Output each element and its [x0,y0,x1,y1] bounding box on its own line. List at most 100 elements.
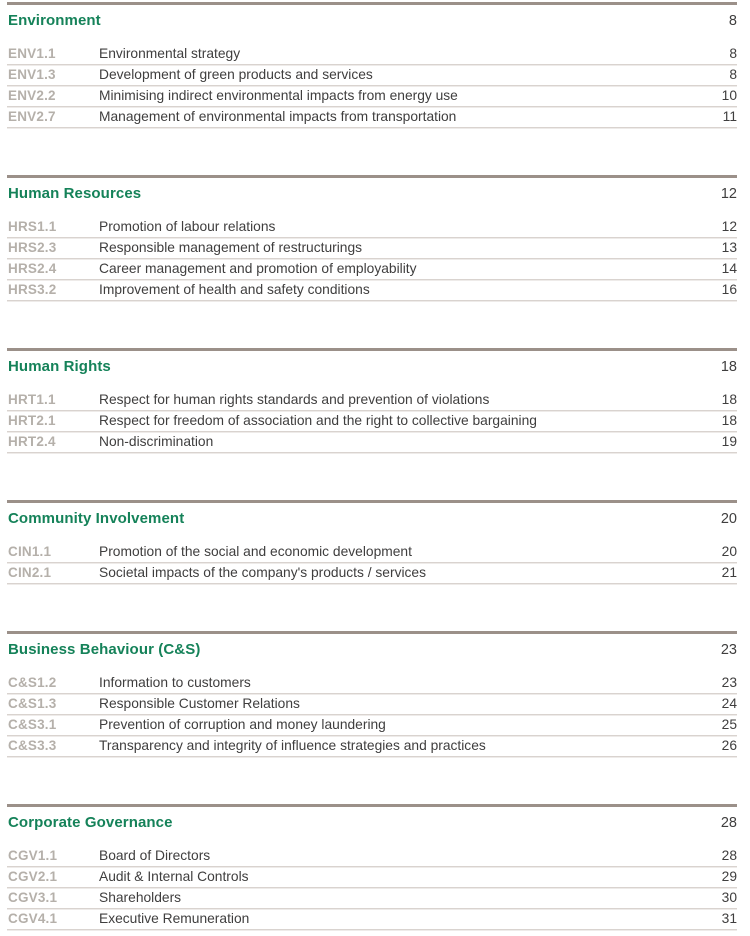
section-header: Environment 8 [7,11,737,31]
entry-code: ENV1.1 [8,46,56,61]
toc-entry-row[interactable]: C&S3.3 Transparency and integrity of inf… [7,736,737,757]
entry-page-number: 10 [721,88,737,103]
entry-code: HRS2.3 [8,240,57,255]
toc-entry-row[interactable]: CGV3.1 Shareholders 30 [7,888,737,909]
entry-title: Executive Remuneration [99,911,250,926]
section-title: Human Rights [8,358,111,375]
section-page-number: 18 [720,359,737,375]
entry-title: Management of environmental impacts from… [99,109,457,124]
entry-page-number: 26 [721,738,737,753]
entry-page-number: 29 [721,869,737,884]
entry-code: ENV1.3 [8,67,56,82]
entry-page-number: 24 [721,696,737,711]
section-entries: HRT1.1 Respect for human rights standard… [7,390,737,453]
entry-title: Information to customers [99,675,251,690]
toc-entry-row[interactable]: CGV4.1 Executive Remuneration 31 [7,909,737,930]
entry-title: Development of green products and servic… [99,67,373,82]
entry-title: Responsible management of restructurings [99,240,363,255]
section-page-number: 12 [720,186,737,202]
section-page-number: 28 [720,815,737,831]
toc-entry-row[interactable]: HRS3.2 Improvement of health and safety … [7,280,737,301]
toc-section: Human Rights 18 HRT1.1 Respect for human… [7,348,737,453]
toc-section: Community Involvement 20 CIN1.1 Promotio… [7,500,737,584]
entry-title: Respect for human rights standards and p… [99,392,490,407]
entry-page-number: 31 [721,911,737,926]
toc-entry-row[interactable]: HRS1.1 Promotion of labour relations 12 [7,217,737,238]
entry-title: Responsible Customer Relations [99,696,300,711]
entry-title: Prevention of corruption and money laund… [99,717,386,732]
entry-page-number: 16 [721,282,737,297]
entry-code: HRS3.2 [8,282,57,297]
entry-code: ENV2.7 [8,109,56,124]
entry-title: Improvement of health and safety conditi… [99,282,370,297]
section-header: Corporate Governance 28 [7,813,737,833]
entry-code: HRT2.4 [8,434,56,449]
toc-entry-row[interactable]: HRS2.3 Responsible management of restruc… [7,238,737,259]
toc-section: Human Resources 12 HRS1.1 Promotion of l… [7,175,737,301]
entry-title: Shareholders [99,890,182,905]
toc-section: Business Behaviour (C&S) 23 C&S1.2 Infor… [7,631,737,757]
section-header: Community Involvement 20 [7,509,737,529]
section-page-number: 20 [720,511,737,527]
entry-code: CIN1.1 [8,544,52,559]
entry-title: Transparency and integrity of influence … [99,738,486,753]
toc-entry-row[interactable]: C&S1.3 Responsible Customer Relations 24 [7,694,737,715]
entry-page-number: 8 [729,46,737,61]
entry-code: CIN2.1 [8,565,52,580]
entry-page-number: 25 [721,717,737,732]
entry-title: Promotion of the social and economic dev… [99,544,412,559]
section-title: Environment [8,12,101,29]
entry-page-number: 19 [721,434,737,449]
toc-entry-row[interactable]: HRT2.1 Respect for freedom of associatio… [7,411,737,432]
section-entries: C&S1.2 Information to customers 23 C&S1.… [7,673,737,757]
toc-entry-row[interactable]: ENV1.1 Environmental strategy 8 [7,44,737,65]
entry-code: ENV2.2 [8,88,56,103]
toc-entry-row[interactable]: C&S1.2 Information to customers 23 [7,673,737,694]
toc-entry-row[interactable]: CGV1.1 Board of Directors 28 [7,846,737,867]
section-title: Human Resources [8,185,142,202]
entry-code: HRT1.1 [8,392,56,407]
toc-entry-row[interactable]: CIN1.1 Promotion of the social and econo… [7,542,737,563]
entry-code: CGV4.1 [8,911,58,926]
entry-page-number: 11 [722,109,737,124]
toc-entry-row[interactable]: HRT2.4 Non-discrimination 19 [7,432,737,453]
section-header: Business Behaviour (C&S) 23 [7,640,737,660]
entry-page-number: 18 [721,413,737,428]
toc-section: Corporate Governance 28 CGV1.1 Board of … [7,804,737,930]
entry-page-number: 30 [721,890,737,905]
entry-page-number: 12 [721,219,737,234]
entry-page-number: 28 [721,848,737,863]
entry-code: HRT2.1 [8,413,56,428]
entry-title: Environmental strategy [99,46,241,61]
entry-title: Promotion of labour relations [99,219,276,234]
entry-page-number: 18 [721,392,737,407]
entry-title: Respect for freedom of association and t… [99,413,537,428]
entry-code: C&S1.3 [8,696,57,711]
entry-code: HRS1.1 [8,219,57,234]
section-title: Community Involvement [8,510,185,527]
entry-page-number: 8 [729,67,737,82]
toc-entry-row[interactable]: HRS2.4 Career management and promotion o… [7,259,737,280]
entry-title: Societal impacts of the company's produc… [99,565,427,580]
entry-code: HRS2.4 [8,261,57,276]
section-entries: CIN1.1 Promotion of the social and econo… [7,542,737,584]
toc-entry-row[interactable]: HRT1.1 Respect for human rights standard… [7,390,737,411]
section-entries: CGV1.1 Board of Directors 28 CGV2.1 Audi… [7,846,737,930]
section-title: Business Behaviour (C&S) [8,641,201,658]
entry-page-number: 21 [721,565,737,580]
entry-page-number: 14 [721,261,737,276]
toc-entry-row[interactable]: ENV2.7 Management of environmental impac… [7,107,737,128]
entry-code: C&S1.2 [8,675,57,690]
entry-code: C&S3.3 [8,738,57,753]
section-header: Human Resources 12 [7,184,737,204]
toc-entry-row[interactable]: C&S3.1 Prevention of corruption and mone… [7,715,737,736]
toc-entry-row[interactable]: ENV1.3 Development of green products and… [7,65,737,86]
toc-entry-row[interactable]: ENV2.2 Minimising indirect environmental… [7,86,737,107]
toc-entry-row[interactable]: CIN2.1 Societal impacts of the company's… [7,563,737,584]
entry-page-number: 23 [721,675,737,690]
toc-section: Environment 8 ENV1.1 Environmental strat… [7,2,737,128]
toc-entry-row[interactable]: CGV2.1 Audit & Internal Controls 29 [7,867,737,888]
section-title: Corporate Governance [8,814,173,831]
entry-code: CGV1.1 [8,848,58,863]
